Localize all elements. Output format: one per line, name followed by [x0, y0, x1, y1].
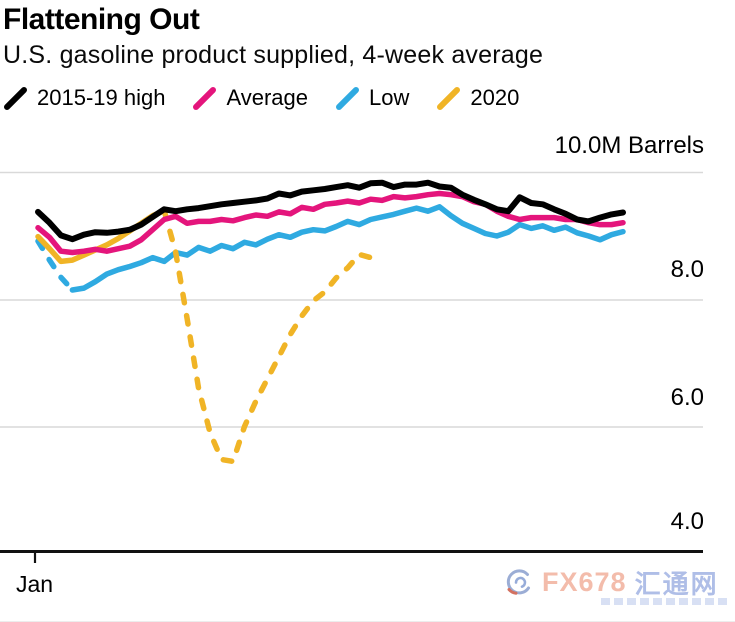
series-line-2020-part2	[161, 207, 374, 465]
legend-swatch-2020-icon	[437, 86, 461, 110]
y-axis-label-8: 8.0	[670, 256, 704, 283]
legend-swatch-low-icon	[336, 86, 359, 110]
series-line-low-part2	[69, 204, 626, 293]
series-line-2015-19-high	[35, 179, 626, 243]
logo-swirl-inner	[514, 576, 527, 588]
x-axis-label-jan: Jan	[16, 571, 54, 597]
legend-swatch-2020-stroke	[437, 86, 461, 110]
series-line-average	[35, 190, 626, 256]
legend-swatch-high-icon	[4, 86, 27, 110]
series-line-low-part1	[35, 238, 76, 293]
watermark: FX678 汇通网	[503, 564, 719, 601]
fx678-logo-icon	[506, 569, 530, 595]
legend-swatch-average-icon	[193, 86, 217, 110]
logo-swirl-red	[507, 588, 518, 595]
legend-label-low: Low	[369, 85, 410, 110]
y-axis-label-10: 10.0M Barrels	[554, 132, 704, 159]
legend-label-average: Average	[226, 85, 308, 110]
watermark-brand-cn: 汇通网	[634, 569, 719, 599]
logo-swirl-blue	[506, 569, 530, 595]
legend-label-high: 2015-19 high	[37, 85, 166, 110]
legend-swatch-average-stroke	[193, 86, 217, 110]
chart-title: Flattening Out	[3, 3, 200, 36]
legend-item-average: Average	[192, 85, 308, 111]
gridlines	[0, 171, 703, 428]
watermark-tagline-decor	[601, 598, 729, 605]
legend-swatch-high-stroke	[4, 86, 27, 110]
watermark-brand: FX678	[542, 567, 627, 597]
legend-item-2015-19-high: 2015-19 high	[3, 85, 165, 111]
legend-item-low: Low	[335, 85, 409, 111]
series-lines	[35, 179, 626, 465]
y-axis-label-6: 6.0	[670, 384, 704, 411]
legend-swatch-low-stroke	[336, 86, 359, 110]
y-axis-label-4: 4.0	[670, 508, 704, 535]
legend-item-2020: 2020	[436, 85, 519, 111]
legend-label-2020: 2020	[470, 85, 520, 110]
chart-subtitle: U.S. gasoline product supplied, 4-week a…	[3, 41, 544, 69]
x-axis	[0, 550, 703, 563]
legend: 2015-19 high Average Low 2020	[3, 85, 519, 111]
